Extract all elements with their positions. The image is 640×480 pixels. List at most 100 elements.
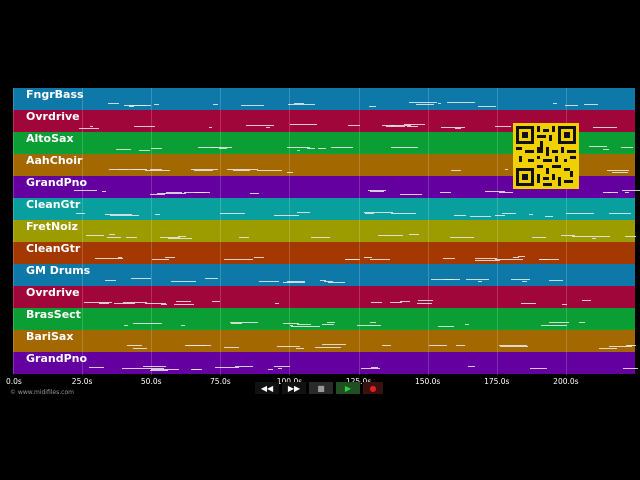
note-mark [566, 213, 595, 214]
note-mark [219, 148, 227, 149]
qr-code [513, 123, 579, 189]
note-mark [454, 128, 461, 129]
note-mark [370, 191, 384, 192]
grid-line [220, 88, 222, 375]
note-mark [498, 345, 527, 346]
note-mark [231, 323, 242, 324]
track-lane[interactable]: FngrBass [13, 88, 635, 110]
note-mark [134, 126, 155, 127]
track-name: BrasSect [26, 308, 81, 321]
note-mark [287, 147, 310, 148]
note-mark [123, 325, 128, 326]
note-mark [223, 347, 240, 348]
note-mark [624, 236, 636, 237]
time-tick-label: 0.0s [6, 377, 22, 386]
record-icon: ● [369, 383, 377, 393]
track-area[interactable]: FngrBass Ovrdrive AltoSax AahChoir GrandPno C… [13, 88, 640, 375]
note-mark [417, 303, 432, 304]
note-mark [102, 191, 106, 192]
note-mark [95, 258, 124, 259]
note-mark [83, 302, 113, 303]
note-mark [123, 105, 146, 106]
note-mark [391, 147, 419, 148]
note-mark [468, 366, 475, 367]
note-mark [364, 213, 375, 214]
note-mark [314, 347, 342, 348]
note-mark [494, 259, 524, 260]
note-mark [278, 368, 283, 369]
track-lane[interactable]: GM Drums [13, 264, 635, 286]
note-mark [443, 258, 456, 259]
note-mark [369, 322, 377, 323]
note-mark [386, 126, 405, 127]
note-mark [204, 278, 219, 279]
note-mark [311, 237, 331, 238]
note-mark [126, 345, 143, 346]
note-mark [370, 259, 390, 260]
note-mark [582, 300, 591, 301]
stop-icon: ■ [317, 383, 325, 393]
track-name: AltoSax [26, 132, 74, 145]
note-mark [297, 324, 311, 325]
track-lane[interactable]: BariSax [13, 330, 636, 352]
note-mark [511, 279, 530, 280]
note-mark [128, 106, 135, 107]
note-mark [416, 104, 435, 105]
note-mark [517, 256, 526, 257]
note-mark [220, 213, 246, 214]
play-button[interactable]: ▶ [336, 382, 360, 394]
time-tick-label: 25.0s [71, 377, 93, 386]
note-mark [115, 149, 132, 150]
track-lane[interactable]: Ovrdrive [13, 286, 635, 308]
note-mark [475, 260, 501, 261]
track-lane[interactable]: GrandPno [13, 352, 638, 374]
fast-forward-button[interactable]: ▶▶ [282, 382, 306, 394]
note-mark [607, 192, 618, 193]
note-mark [190, 169, 218, 170]
note-mark [105, 214, 132, 215]
track-name: FngrBass [26, 88, 84, 101]
track-lane[interactable]: AahChoir [13, 154, 635, 176]
note-mark [239, 237, 249, 238]
note-mark [588, 146, 607, 147]
note-mark [257, 170, 282, 171]
note-mark [118, 169, 146, 170]
note-mark [612, 172, 629, 173]
track-lane[interactable]: CleanGtr [13, 242, 635, 264]
track-lane[interactable]: Ovrdrive [13, 110, 635, 132]
note-mark [322, 324, 334, 325]
note-mark [121, 368, 141, 369]
track-name: AahChoir [26, 154, 83, 167]
track-lane[interactable]: FretNoiz [13, 220, 636, 242]
note-mark [356, 325, 381, 326]
note-mark [591, 238, 597, 239]
note-mark [583, 104, 598, 105]
note-mark [548, 280, 564, 281]
track-lane[interactable]: CleanGtr [13, 198, 635, 220]
note-mark [603, 192, 612, 193]
time-axis: 0.0s 25.0s 50.0s 75.0s 100.0s 125.0s 150.0s 175… [0, 376, 640, 390]
note-mark [494, 215, 505, 216]
stop-button[interactable]: ■ [309, 382, 333, 394]
note-mark [447, 102, 476, 103]
note-mark [307, 148, 316, 149]
note-mark [165, 192, 183, 193]
rewind-button[interactable]: ◀◀ [255, 382, 279, 394]
note-mark [133, 323, 162, 324]
note-mark [208, 127, 213, 128]
track-lane[interactable]: GrandPno [13, 176, 640, 198]
time-tick-label: 125.0s [346, 376, 371, 388]
note-mark [454, 215, 467, 216]
note-mark [232, 169, 258, 170]
note-mark [344, 259, 358, 260]
note-mark [177, 236, 186, 237]
note-mark [139, 150, 150, 151]
track-lane[interactable]: BrasSect [13, 308, 635, 330]
note-mark [390, 125, 412, 126]
record-button[interactable]: ● [363, 382, 383, 394]
note-mark [276, 346, 300, 347]
grid-line [565, 88, 567, 375]
note-mark [378, 235, 404, 236]
note-mark [450, 170, 462, 171]
grid-line [289, 88, 291, 375]
